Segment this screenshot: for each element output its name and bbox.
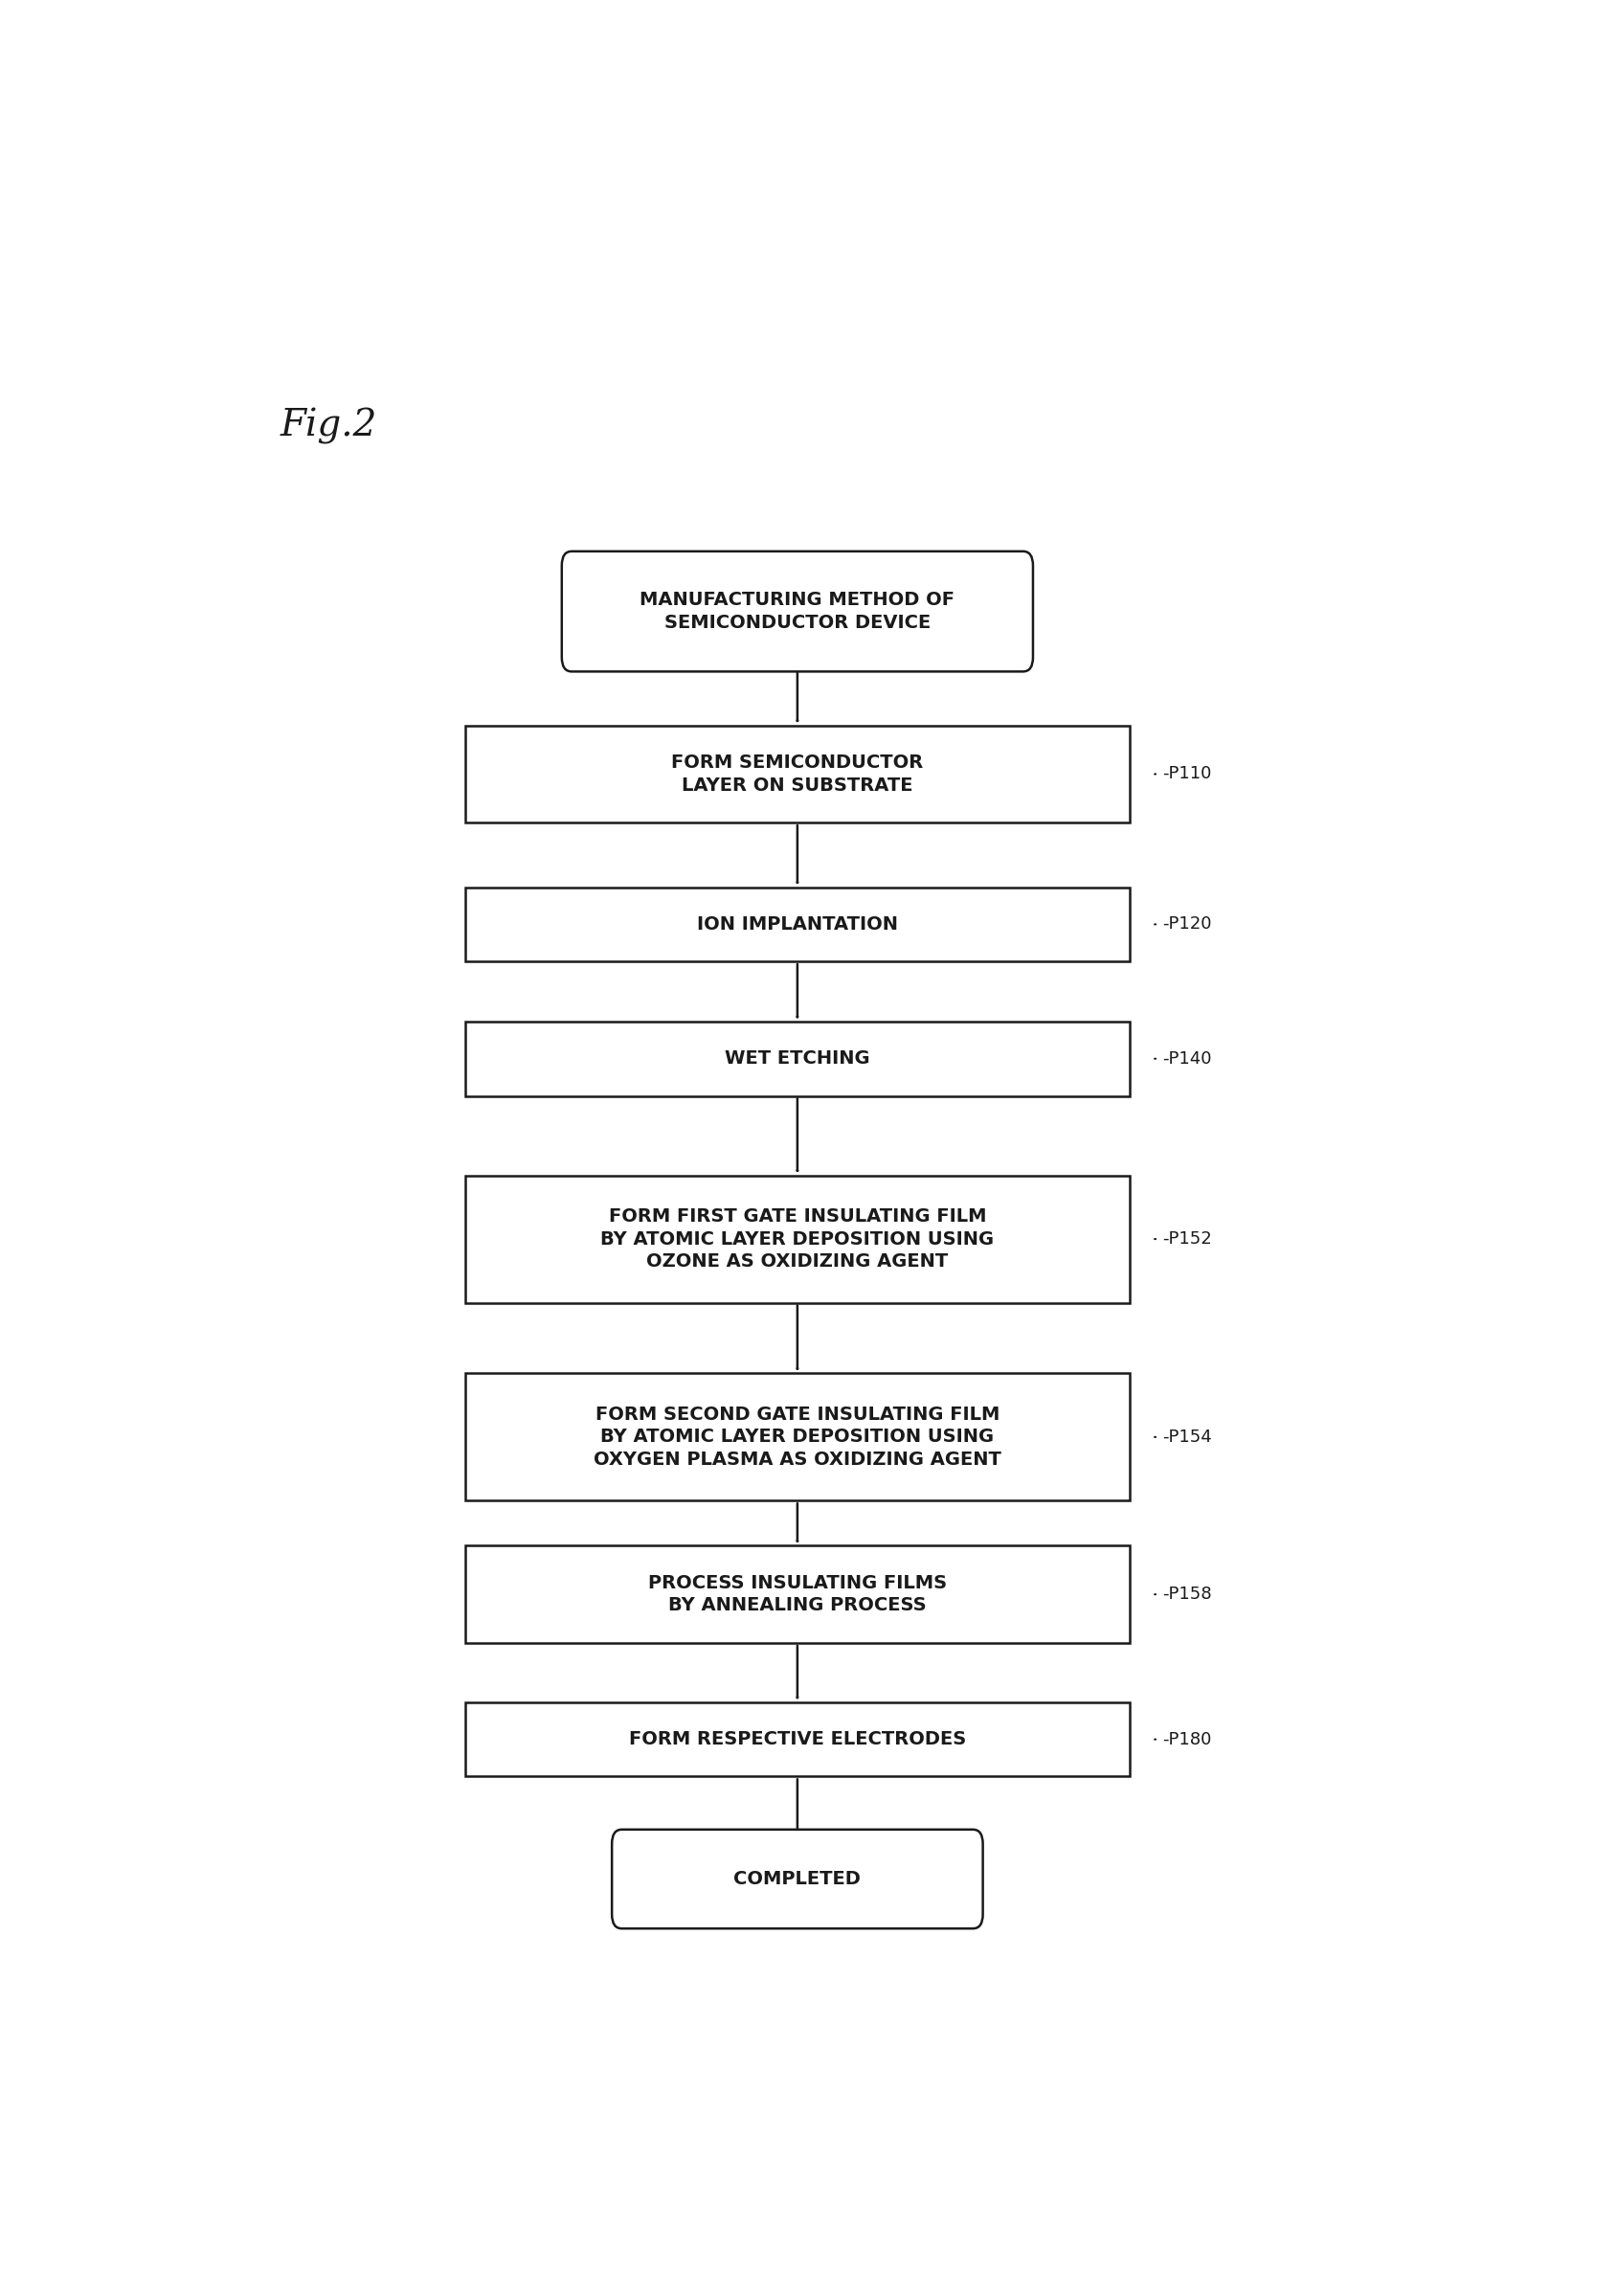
Bar [466, 886, 1129, 962]
Text: -P154: -P154 [1163, 1428, 1211, 1446]
Bar [466, 1022, 1129, 1095]
FancyBboxPatch shape [611, 1830, 983, 1929]
Text: -P110: -P110 [1163, 765, 1211, 783]
Text: -P152: -P152 [1163, 1231, 1211, 1247]
Text: FORM FIRST GATE INSULATING FILM
BY ATOMIC LAYER DEPOSITION USING
OZONE AS OXIDIZ: FORM FIRST GATE INSULATING FILM BY ATOMI… [600, 1208, 994, 1270]
Text: ION IMPLANTATION: ION IMPLANTATION [697, 916, 897, 934]
Text: FORM SEMICONDUCTOR
LAYER ON SUBSTRATE: FORM SEMICONDUCTOR LAYER ON SUBSTRATE [671, 753, 923, 794]
Bar [466, 726, 1129, 822]
Bar [466, 1176, 1129, 1302]
Text: -P140: -P140 [1163, 1049, 1211, 1068]
Text: Fig.2: Fig.2 [280, 409, 377, 443]
Text: COMPLETED: COMPLETED [734, 1869, 860, 1887]
Text: -P158: -P158 [1163, 1587, 1211, 1603]
Text: -P120: -P120 [1163, 916, 1211, 932]
Text: -P180: -P180 [1163, 1731, 1211, 1747]
FancyBboxPatch shape [561, 551, 1033, 670]
Text: FORM SECOND GATE INSULATING FILM
BY ATOMIC LAYER DEPOSITION USING
OXYGEN PLASMA : FORM SECOND GATE INSULATING FILM BY ATOM… [593, 1405, 1001, 1469]
Bar [466, 1545, 1129, 1644]
Text: FORM RESPECTIVE ELECTRODES: FORM RESPECTIVE ELECTRODES [629, 1731, 965, 1750]
Text: MANUFACTURING METHOD OF
SEMICONDUCTOR DEVICE: MANUFACTURING METHOD OF SEMICONDUCTOR DE… [640, 590, 956, 631]
Text: WET ETCHING: WET ETCHING [724, 1049, 870, 1068]
Bar [466, 1373, 1129, 1502]
Text: PROCESS INSULATING FILMS
BY ANNEALING PROCESS: PROCESS INSULATING FILMS BY ANNEALING PR… [648, 1575, 948, 1614]
Bar [466, 1701, 1129, 1777]
